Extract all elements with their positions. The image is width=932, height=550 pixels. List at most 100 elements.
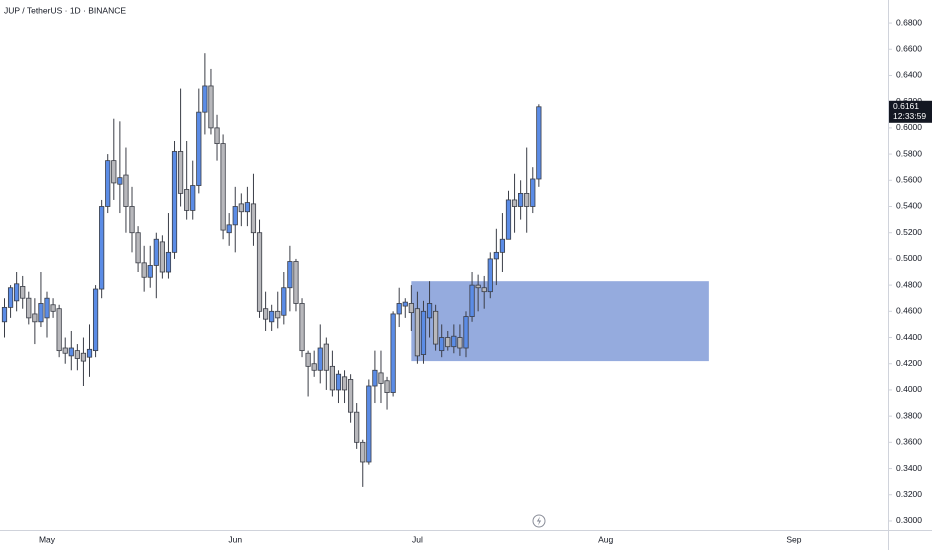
candle xyxy=(275,291,281,329)
candle-body xyxy=(171,151,178,253)
candle xyxy=(396,287,402,328)
candle xyxy=(159,235,165,279)
candle-body xyxy=(135,232,141,264)
candle xyxy=(202,53,208,135)
x-tick-label: Sep xyxy=(786,534,801,544)
x-tick-label: May xyxy=(39,534,56,544)
candle xyxy=(117,121,123,214)
replay-icon[interactable] xyxy=(532,514,546,528)
candle-body xyxy=(505,199,512,240)
candle-body xyxy=(196,111,202,186)
candle-body xyxy=(86,348,93,358)
candle xyxy=(244,186,250,227)
candle-body xyxy=(238,203,244,213)
candle-body xyxy=(26,297,32,319)
candle xyxy=(305,350,311,397)
candle xyxy=(317,324,323,384)
candle xyxy=(50,298,56,318)
candle-body xyxy=(129,206,135,234)
candle-body xyxy=(524,192,530,207)
candle-body xyxy=(420,310,427,355)
candle xyxy=(518,180,524,220)
candle-body xyxy=(305,352,311,367)
candle xyxy=(335,370,342,404)
y-tick-label: 0.4600 xyxy=(896,306,922,316)
candle xyxy=(487,252,493,299)
candle xyxy=(232,186,238,253)
y-tick-label: 0.4000 xyxy=(896,384,922,394)
candle-body xyxy=(208,85,214,129)
candle xyxy=(256,219,263,318)
candle-body xyxy=(384,380,390,393)
y-tick-label: 0.5000 xyxy=(896,253,922,263)
candle-body xyxy=(256,232,263,312)
candle xyxy=(463,311,469,358)
candle xyxy=(445,330,451,351)
candle xyxy=(105,154,111,214)
x-tick-label: Aug xyxy=(598,534,613,544)
candle-body xyxy=(269,310,275,323)
candle-body xyxy=(511,199,518,207)
candle xyxy=(451,324,457,354)
candle xyxy=(38,272,44,328)
candle xyxy=(439,324,445,358)
x-tick-label: Jul xyxy=(412,534,423,544)
candle xyxy=(384,376,390,410)
candle xyxy=(287,245,293,312)
y-tick-label: 0.5400 xyxy=(896,201,922,211)
candle-body xyxy=(433,310,439,345)
candle-body xyxy=(226,224,232,234)
candle-body xyxy=(378,372,384,384)
candle xyxy=(135,226,141,273)
candle-body xyxy=(390,313,396,393)
candle-body xyxy=(445,337,451,348)
candle xyxy=(354,403,360,449)
candle-body xyxy=(299,303,305,352)
candle-body xyxy=(287,261,293,289)
candle-body xyxy=(7,287,14,308)
candle-body xyxy=(123,174,129,207)
candle xyxy=(420,300,427,364)
candle xyxy=(457,324,463,356)
candle-body xyxy=(426,303,433,319)
candle xyxy=(269,304,275,331)
candle xyxy=(475,274,481,312)
candle xyxy=(402,298,408,318)
candle-body xyxy=(214,127,220,145)
candle xyxy=(220,134,226,240)
candle xyxy=(177,88,184,207)
candle-body xyxy=(530,178,536,207)
candle xyxy=(80,337,87,387)
candle-body xyxy=(469,284,475,317)
candle-body xyxy=(366,385,372,463)
candle-body xyxy=(14,283,20,302)
candle-body xyxy=(408,303,414,314)
candle-body xyxy=(463,316,469,349)
candle-body xyxy=(311,363,317,371)
candle xyxy=(86,324,93,377)
candle-body xyxy=(329,365,335,391)
candle-body xyxy=(323,343,329,371)
candle xyxy=(390,311,396,397)
candle xyxy=(99,199,105,299)
candle-body xyxy=(263,308,269,320)
candle-body xyxy=(1,306,8,323)
candle xyxy=(44,291,50,338)
candle-body xyxy=(184,189,190,211)
y-tick-label: 0.5800 xyxy=(896,148,922,158)
candle-body xyxy=(153,238,159,266)
candle-body xyxy=(354,411,360,443)
candle-body xyxy=(475,284,481,289)
candle xyxy=(214,114,220,161)
candle xyxy=(293,258,299,312)
candle-body xyxy=(244,202,250,213)
candle xyxy=(190,160,196,220)
candle-body xyxy=(202,85,208,113)
candle xyxy=(32,298,38,345)
candle-body xyxy=(50,304,56,312)
candle-body xyxy=(372,369,378,387)
y-tick-label: 0.6400 xyxy=(896,70,922,80)
candle-body xyxy=(402,301,408,307)
candle xyxy=(469,272,475,322)
